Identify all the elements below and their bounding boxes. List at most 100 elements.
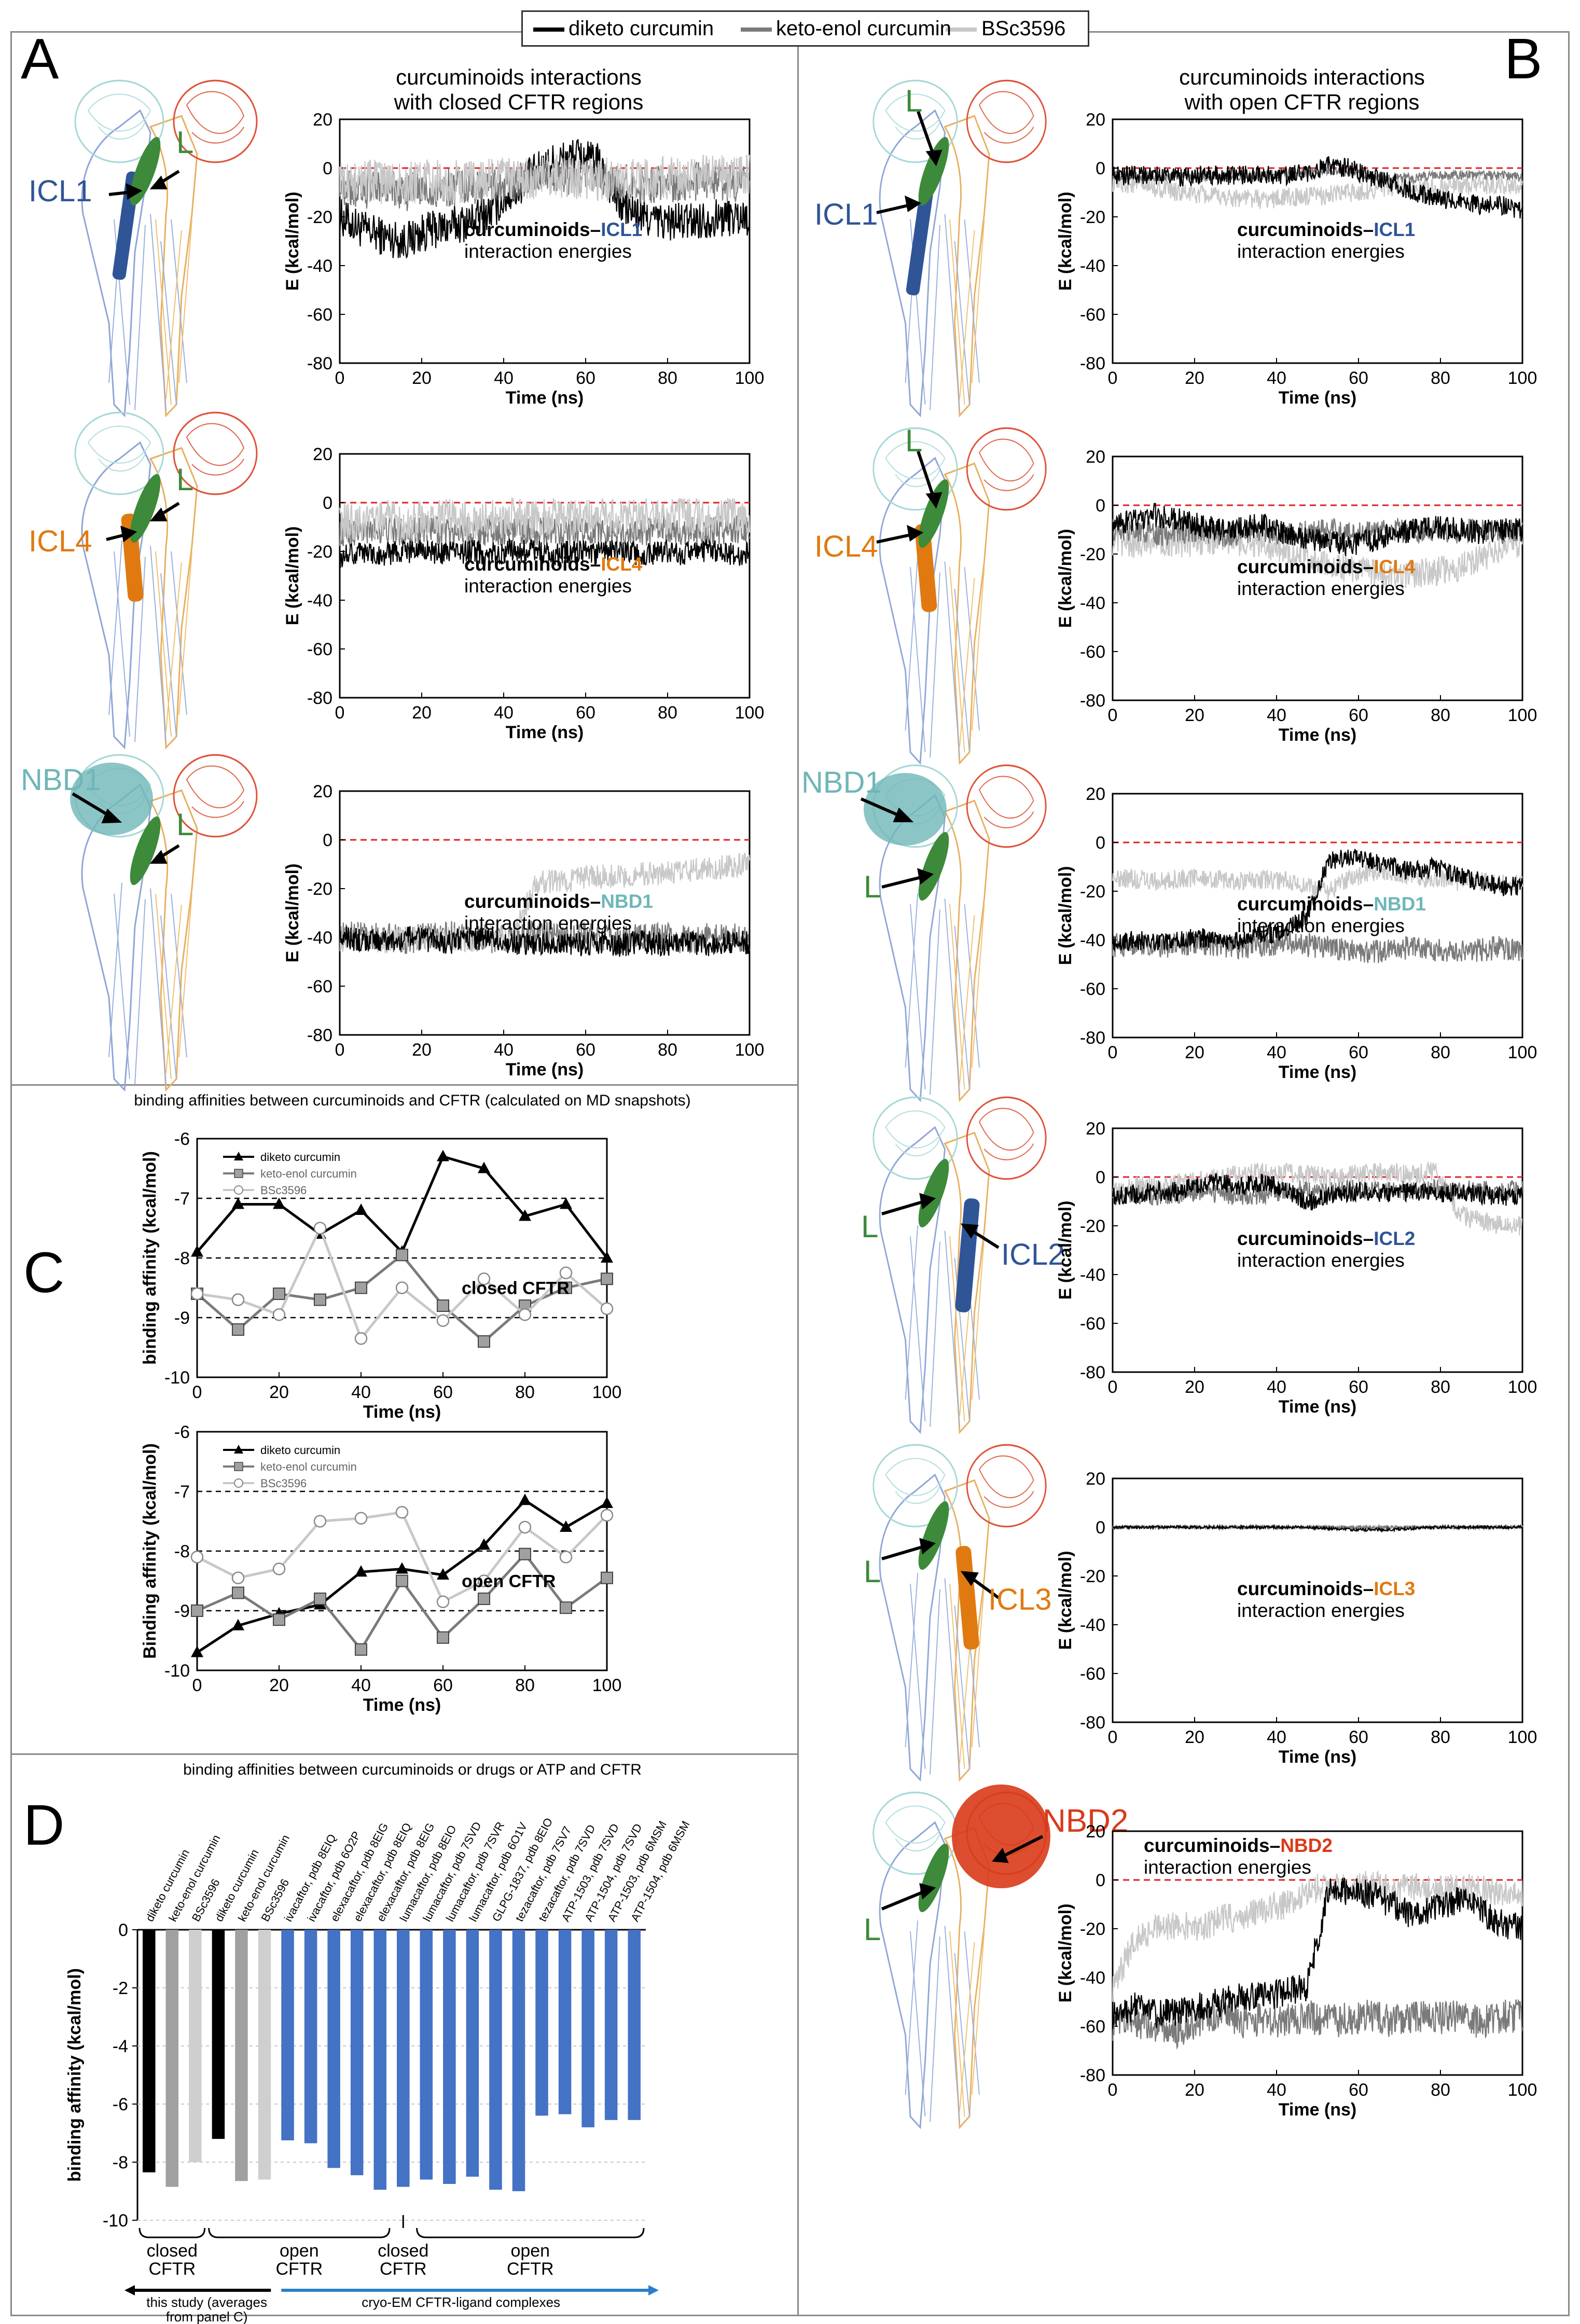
data-point (559, 1266, 573, 1279)
ytick-label: 0 (323, 159, 332, 178)
ytick-label: -8 (174, 1542, 190, 1561)
xtick-label: 60 (1349, 1727, 1368, 1747)
bar (512, 1930, 525, 2191)
label-NBD1-A3: NBD1 (21, 763, 101, 797)
series-trace (1112, 503, 1523, 556)
region-annotation: curcuminoids–ICL1 (1237, 219, 1415, 240)
data-point (478, 1161, 490, 1173)
data-point (478, 1593, 490, 1605)
x-axis-label: Time (ns) (1279, 1062, 1357, 1082)
data-point (355, 1643, 367, 1656)
ytick-label: 0 (323, 831, 332, 850)
region-annotation-sub: interaction energies (1237, 1600, 1405, 1621)
ytick-label: -20 (1080, 1919, 1105, 1939)
label-L-B5: L (864, 1554, 881, 1589)
ytick-label: -20 (307, 208, 332, 227)
x-axis-label: Time (ns) (1279, 388, 1357, 408)
xtick-label: 0 (192, 1382, 202, 1402)
arrow-label: from panel C) (166, 2309, 248, 2324)
group-label: CFTR (507, 2259, 554, 2279)
xtick-label: 40 (1267, 1727, 1286, 1747)
xtick-label: 60 (576, 1040, 595, 1060)
ytick-label: 20 (1086, 110, 1105, 130)
data-point (355, 1204, 367, 1215)
xtick-label: 20 (269, 1382, 289, 1402)
label-ICL1-A1: ICL1 (29, 174, 92, 208)
bar (189, 1930, 202, 2162)
bar (466, 1930, 479, 2177)
xtick-label: 0 (1108, 1043, 1118, 1062)
xtick-label: 0 (1108, 2080, 1118, 2100)
panel-B-title: curcuminoids interactions with open CFTR … (1179, 65, 1425, 114)
xtick-label: 80 (1431, 2080, 1450, 2100)
label-L-B3: L (864, 869, 881, 904)
xtick-label: 40 (494, 703, 514, 723)
frame-divider-A-C (10, 1084, 799, 1086)
label-NBD1-B3: NBD1 (801, 766, 882, 799)
data-point (231, 1571, 245, 1584)
data-point (355, 1565, 367, 1577)
bar (143, 1930, 156, 2173)
legend-label: BSc3596 (260, 1477, 307, 1490)
ytick-label: -20 (307, 542, 332, 562)
region-annotation: curcuminoids–NBD2 (1144, 1835, 1333, 1856)
ytick-label: -20 (1080, 1216, 1105, 1236)
x-axis-label: Time (ns) (363, 1402, 441, 1422)
bar (258, 1930, 271, 2180)
group-label: closed (378, 2241, 428, 2261)
region-annotation-sub: interaction energies (1237, 915, 1405, 936)
data-point (314, 1293, 326, 1306)
ytick-label: -9 (174, 1601, 190, 1621)
y-axis-label: E (kcal/mol) (1056, 192, 1075, 291)
data-point (478, 1538, 490, 1550)
x-axis-label: Time (ns) (506, 388, 584, 408)
xtick-label: 20 (1185, 1727, 1204, 1747)
data-point (519, 1547, 531, 1560)
data-point (272, 1308, 286, 1321)
region-annotation-sub: interaction energies (1237, 241, 1405, 262)
xtick-label: 80 (1431, 1727, 1450, 1747)
y-axis-label: Binding affinity (kcal/mol) (140, 1443, 160, 1659)
x-axis-label: Time (ns) (1279, 1747, 1357, 1767)
data-point (273, 1197, 285, 1209)
label-L-B2: L (905, 423, 923, 458)
series-trace (1112, 849, 1523, 952)
region-annotation: curcuminoids–NBD1 (1237, 893, 1426, 915)
series-trace (339, 926, 751, 957)
ytick-label: -20 (307, 879, 332, 899)
xtick-label: 20 (269, 1676, 289, 1695)
bar (581, 1930, 594, 2127)
y-axis-label: E (kcal/mol) (1056, 1551, 1075, 1650)
xtick-label: 60 (1349, 1043, 1368, 1062)
group-label: CFTR (148, 2259, 196, 2279)
data-point (437, 1631, 449, 1644)
ytick-label: -6 (174, 1422, 190, 1442)
panel-letter-D: D (23, 1793, 65, 1857)
ytick-label: -40 (307, 256, 332, 276)
region-annotation-sub: interaction energies (1144, 1857, 1311, 1878)
label-L-A1: L (176, 125, 194, 160)
xtick-label: 80 (658, 703, 677, 723)
xtick-label: 100 (1508, 706, 1537, 725)
y-axis-label: E (kcal/mol) (1056, 529, 1075, 628)
ytick-label: -7 (174, 1189, 190, 1209)
xtick-label: 60 (576, 703, 595, 723)
panel-C-title: binding affinities between curcuminoids … (134, 1092, 691, 1109)
series-trace (339, 497, 751, 542)
xtick-label: 100 (735, 703, 765, 723)
label-L-B6: L (864, 1912, 881, 1947)
data-point (313, 1222, 327, 1235)
data-point (560, 1520, 572, 1532)
data-point (519, 1493, 531, 1505)
data-point (396, 1574, 408, 1587)
xtick-label: 60 (1349, 1377, 1368, 1397)
xtick-label: 20 (412, 703, 432, 723)
xtick-label: 0 (1108, 1377, 1118, 1397)
data-point (518, 1520, 532, 1534)
data-point (396, 1249, 408, 1262)
xtick-label: 40 (1267, 1377, 1286, 1397)
